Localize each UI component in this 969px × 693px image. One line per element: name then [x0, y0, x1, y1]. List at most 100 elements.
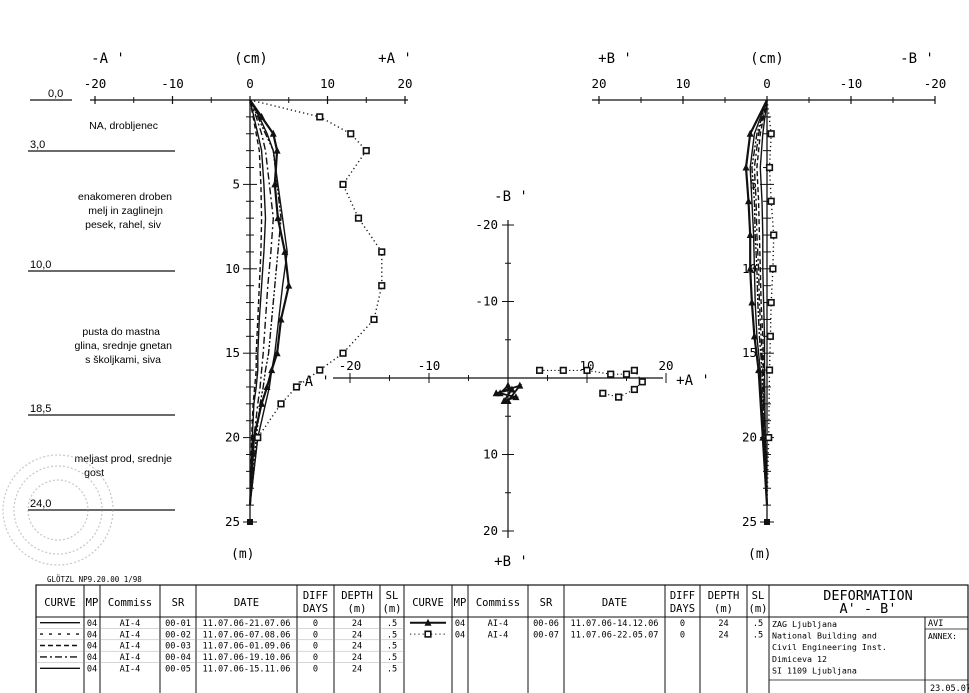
table-cell-date: 11.07.06-15.11.06 [203, 665, 291, 675]
profile-b-marker-00-07 [767, 130, 775, 138]
table-header: DATE [602, 597, 627, 609]
table-header-sub: (m) [749, 603, 768, 615]
table-cell-diff: 0 [313, 665, 318, 675]
soil-description: meljast prod, srednje [75, 453, 173, 465]
table-cell-commiss: AI-4 [120, 630, 141, 640]
title-block-company-line: Dimiceva 12 [772, 654, 827, 664]
profile-b-depth-tick-label: 15 [742, 345, 757, 360]
plan-marker-00-06 [492, 389, 500, 397]
profile-a-depth-tick-label: 10 [225, 261, 240, 276]
profile-a-marker-00-07 [316, 366, 324, 374]
profile-a-depth-tick-label: 25 [225, 514, 240, 529]
plan-marker-00-07 [630, 366, 638, 374]
profile-a-series-00-01 [249, 99, 267, 506]
profile-b-marker-00-06 [745, 197, 753, 205]
soil-depth-label: 18,5 [30, 403, 51, 415]
plan-marker-00-06 [504, 381, 512, 389]
profile-a-marker-00-07 [277, 400, 285, 408]
table-cell-date: 11.07.06-22.05.07 [571, 630, 659, 640]
table-header: MP [86, 597, 99, 609]
profile-b-marker-00-06 [746, 129, 754, 137]
profile-a-marker-00-07 [254, 433, 262, 442]
table-cell-diff: 0 [313, 630, 318, 640]
title-block-annex-label: ANNEX: [928, 632, 957, 641]
profile-b-x-tick-label: 10 [675, 76, 690, 91]
profile-a-x-tick-label: 10 [320, 76, 335, 91]
profile-b-marker-00-06 [742, 163, 750, 171]
profile-a-unit-label: (cm) [234, 51, 268, 67]
legend-triangle-marker [424, 618, 432, 626]
table-header: Commiss [476, 597, 520, 609]
profile-b-series-00-05 [749, 99, 768, 506]
soil-profile: 0,0 3,0 10,0 18,5 24,0 NA, drobljenec en… [2, 88, 175, 566]
plan-top-label: -B ' [494, 189, 528, 205]
table-header: DIFF [303, 590, 328, 602]
profile-b-x-tick-label: 20 [591, 76, 606, 91]
profile-a-series-00-02 [249, 99, 263, 506]
soil-depth-label: 0,0 [48, 88, 63, 100]
profile-a-marker-00-06 [277, 315, 285, 323]
title-block-company-line: ZAG Ljubljana [772, 619, 837, 629]
table-cell-commiss: AI-4 [120, 653, 141, 663]
title-block-title: DEFORMATION [823, 588, 912, 604]
profile-b-x-tick-label: 0 [763, 76, 771, 91]
profile-a-marker-00-06 [269, 129, 277, 137]
profile-a-marker-00-06 [263, 382, 271, 390]
profile-a-x-tick-label: -10 [161, 76, 184, 91]
profile-a-marker-00-06 [274, 214, 282, 222]
profile-a-marker-00-07 [362, 147, 370, 155]
table-cell-sl: .5 [387, 653, 397, 663]
table-header-sub: (m) [383, 603, 402, 615]
soil-description: s školjkami, siva [85, 354, 161, 366]
table-header: DEPTH [708, 590, 740, 602]
profile-b-marker-00-07 [765, 433, 773, 442]
profile-a-marker-00-07 [370, 315, 378, 324]
plan-marker-00-06 [512, 393, 520, 401]
table-cell-depth: 24 [352, 653, 362, 663]
profile-b-marker-00-07 [769, 265, 777, 273]
profile-b-marker-00-07 [765, 163, 774, 172]
table-cell-mp: 04 [87, 619, 97, 629]
table-header: DIFF [670, 590, 695, 602]
table-cell-sr: 00-07 [533, 630, 559, 640]
table-cell-diff: 0 [313, 653, 318, 663]
title-block-subtitle: A' - B' [840, 601, 897, 617]
profile-b-depth-tick-label: 25 [742, 514, 757, 529]
profile-a-marker-00-06 [273, 146, 281, 154]
table-header-sub: (m) [348, 603, 367, 615]
plan-marker-00-06 [516, 381, 524, 389]
table-cell-sr: 00-03 [165, 642, 191, 652]
legend-table: CURVE MP Commiss SR DATEDIFFDAYSDEPTH(m)SL(m… [35, 584, 969, 693]
profile-b-x-tick-label: -10 [840, 76, 863, 91]
instrument-code: GLÖTZL NP9.20.00 1/98 [47, 575, 142, 584]
legend-square-marker [424, 630, 432, 638]
table-cell-commiss: AI-4 [488, 619, 509, 629]
plan-marker-00-07 [559, 366, 567, 374]
profile-a-bottom-anchor [247, 519, 253, 525]
stamp-seal [2, 454, 114, 566]
table-cell-date: 11.07.06-01.09.06 [203, 642, 291, 652]
plan-left-label: -A ' [296, 374, 330, 390]
plan-marker-00-07 [583, 366, 591, 374]
plan-y-tick-label: 10 [483, 447, 498, 462]
plan-marker-00-07 [638, 378, 646, 386]
profile-a-marker-00-06 [273, 349, 281, 357]
profile-a-depth-unit: (m) [231, 547, 254, 562]
title-block-project: AVI [928, 619, 943, 629]
table-cell-sl: .5 [387, 619, 397, 629]
table-cell-diff: 0 [680, 630, 685, 640]
table-cell-commiss: AI-4 [120, 642, 141, 652]
profile-a-marker-00-07 [378, 282, 386, 290]
profile-a-x-tick-label: 20 [397, 76, 412, 91]
table-header: MP [454, 597, 467, 609]
table-cell-diff: 0 [313, 642, 318, 652]
plan-series-00-07 [539, 369, 644, 398]
soil-description: glina, srednje gnetan [75, 340, 173, 352]
plan-marker-00-07 [614, 393, 623, 401]
table-cell-commiss: AI-4 [488, 630, 509, 640]
plan-marker-00-06 [508, 385, 516, 393]
profile-a-marker-00-07 [378, 248, 386, 256]
table-cell-sl: .5 [753, 630, 763, 640]
table-header: Commiss [108, 597, 152, 609]
profile-a-marker-00-07 [354, 214, 363, 222]
